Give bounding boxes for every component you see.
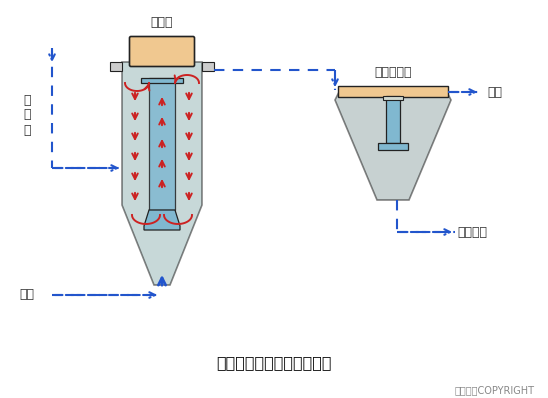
Text: 原: 原: [23, 94, 31, 107]
FancyBboxPatch shape: [129, 37, 195, 66]
Text: 污泥排放: 污泥排放: [457, 226, 487, 238]
Text: 流化床: 流化床: [151, 16, 173, 29]
Bar: [149, 78, 175, 210]
Bar: [386, 96, 400, 143]
Text: 三相生物流化床的工艺流程: 三相生物流化床的工艺流程: [216, 355, 332, 371]
Polygon shape: [144, 210, 180, 230]
Text: 水: 水: [23, 123, 31, 137]
Bar: [110, 62, 122, 71]
Text: 污: 污: [23, 109, 31, 121]
Bar: [378, 143, 408, 150]
Text: 空气: 空气: [20, 289, 35, 302]
Bar: [141, 78, 183, 83]
Text: 东方仿真COPYRIGHT: 东方仿真COPYRIGHT: [455, 385, 535, 395]
Polygon shape: [122, 62, 202, 285]
Text: 出水: 出水: [487, 86, 502, 98]
Bar: [383, 96, 403, 100]
Bar: [338, 86, 448, 97]
Bar: [202, 62, 214, 71]
Text: 二次沉淀池: 二次沉淀池: [374, 66, 412, 78]
Polygon shape: [335, 88, 451, 200]
